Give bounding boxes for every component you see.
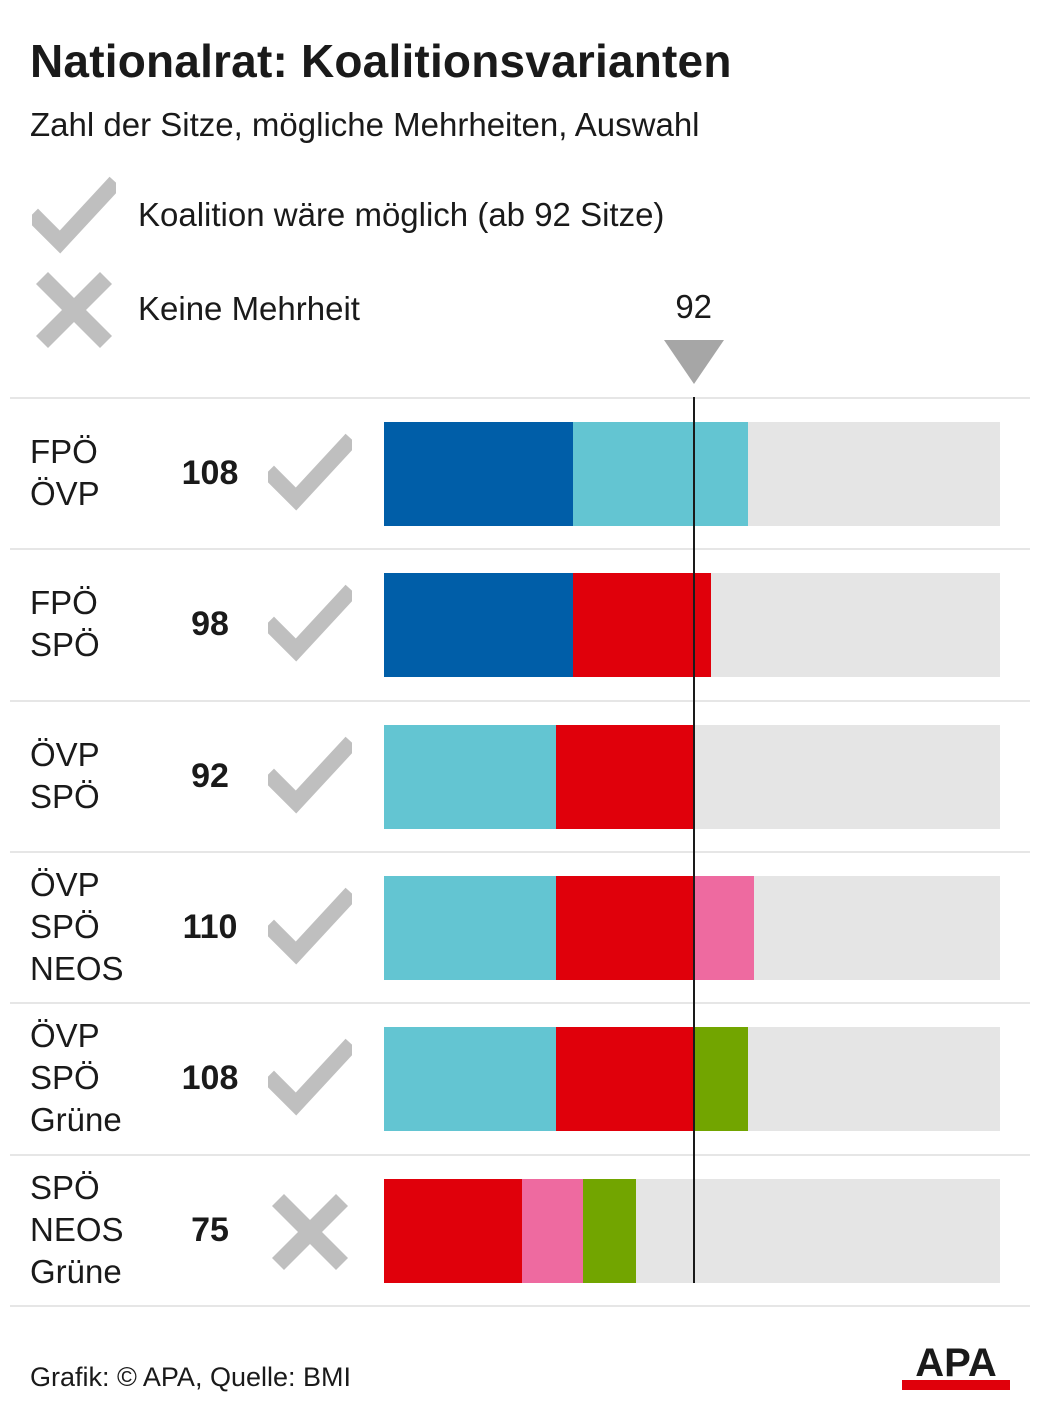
chart-subtitle: Zahl der Sitze, mögliche Mehrheiten, Aus… [30,106,700,143]
party-name: ÖVP [30,475,100,512]
threshold-label: 92 [675,288,713,325]
coalition-parties: ÖVP SPÖ [30,734,100,818]
party-name: Grüne [30,1252,122,1290]
check-icon [268,736,352,814]
seat-total: 110 [182,907,238,946]
party-name: SPÖ [30,777,100,815]
cross-icon [271,1193,349,1270]
party-name: SPÖ [30,907,100,945]
bar-segment [555,724,694,829]
coalition-parties: SPÖ NEOS Grüne [30,1167,124,1293]
bar-segment [572,422,748,526]
row-separator [10,1153,1030,1156]
coalition-parties: FPÖ ÖVP [30,431,100,515]
bar-segment [384,875,556,980]
threshold-line [692,397,695,1283]
bar-track [384,422,1000,526]
apa-logo: APA [902,1341,1010,1390]
legend-no-majority-label: Keine Mehrheit [138,290,360,327]
party-name: SPÖ [30,626,100,664]
coalition-parties: ÖVP SPÖ Grüne [30,1015,122,1141]
bar-segment [693,875,755,980]
party-name: NEOS [30,1210,124,1248]
bar-segment [555,875,694,980]
bar-segment [555,1027,694,1132]
bar-segment [582,1178,637,1283]
bar-track [384,573,1000,678]
legend-cross-icon [35,271,113,349]
check-icon [268,1038,352,1116]
party-name: ÖVP [30,1017,100,1055]
svg-text:APA: APA [915,1341,996,1385]
bar-track [384,875,1000,980]
check-icon [268,433,352,511]
seat-total: 75 [191,1210,229,1249]
party-name: ÖVP [30,865,100,903]
legend-check-icon [32,176,116,254]
party-name: FPÖ [30,584,98,622]
row-separator [10,1304,1030,1307]
check-icon [268,584,352,662]
bar-segment [384,1027,556,1132]
bar-segment [522,1178,583,1283]
legend-majority-label: Koalition wäre möglich (ab 92 Sitze) [138,196,665,233]
seat-total: 108 [181,454,239,492]
threshold-arrow-icon [663,340,724,384]
row-separator [10,548,1030,551]
chart-title: Nationalrat: Koalitionsvarianten [30,35,732,87]
coalition-parties: ÖVP SPÖ NEOS [30,864,124,990]
bar-segment [693,1027,748,1132]
bar-track [384,724,1000,829]
coalition-parties: FPÖ SPÖ [30,582,100,666]
check-icon [268,887,352,965]
party-name: Grüne [30,1101,122,1139]
row-separator [10,850,1030,853]
party-name: FPÖ [30,433,98,470]
seat-total: 108 [181,1059,239,1098]
bar-segment [384,573,573,678]
bar-track [384,1027,1000,1132]
bar-segment [384,422,573,526]
bar-segment [384,1178,522,1283]
party-name: SPÖ [30,1059,100,1097]
source-footer: Grafik: © APA, Quelle: BMI [30,1362,351,1392]
party-name: NEOS [30,949,124,987]
row-separator [10,699,1030,702]
row-separator [10,397,1030,399]
seat-total: 98 [191,605,229,644]
row-separator [10,1002,1030,1005]
bar-segment [572,573,711,678]
party-name: ÖVP [30,735,100,773]
bar-track [384,1178,1000,1283]
seat-total: 92 [191,756,229,795]
bar-segment [384,724,556,829]
party-name: SPÖ [30,1168,100,1206]
